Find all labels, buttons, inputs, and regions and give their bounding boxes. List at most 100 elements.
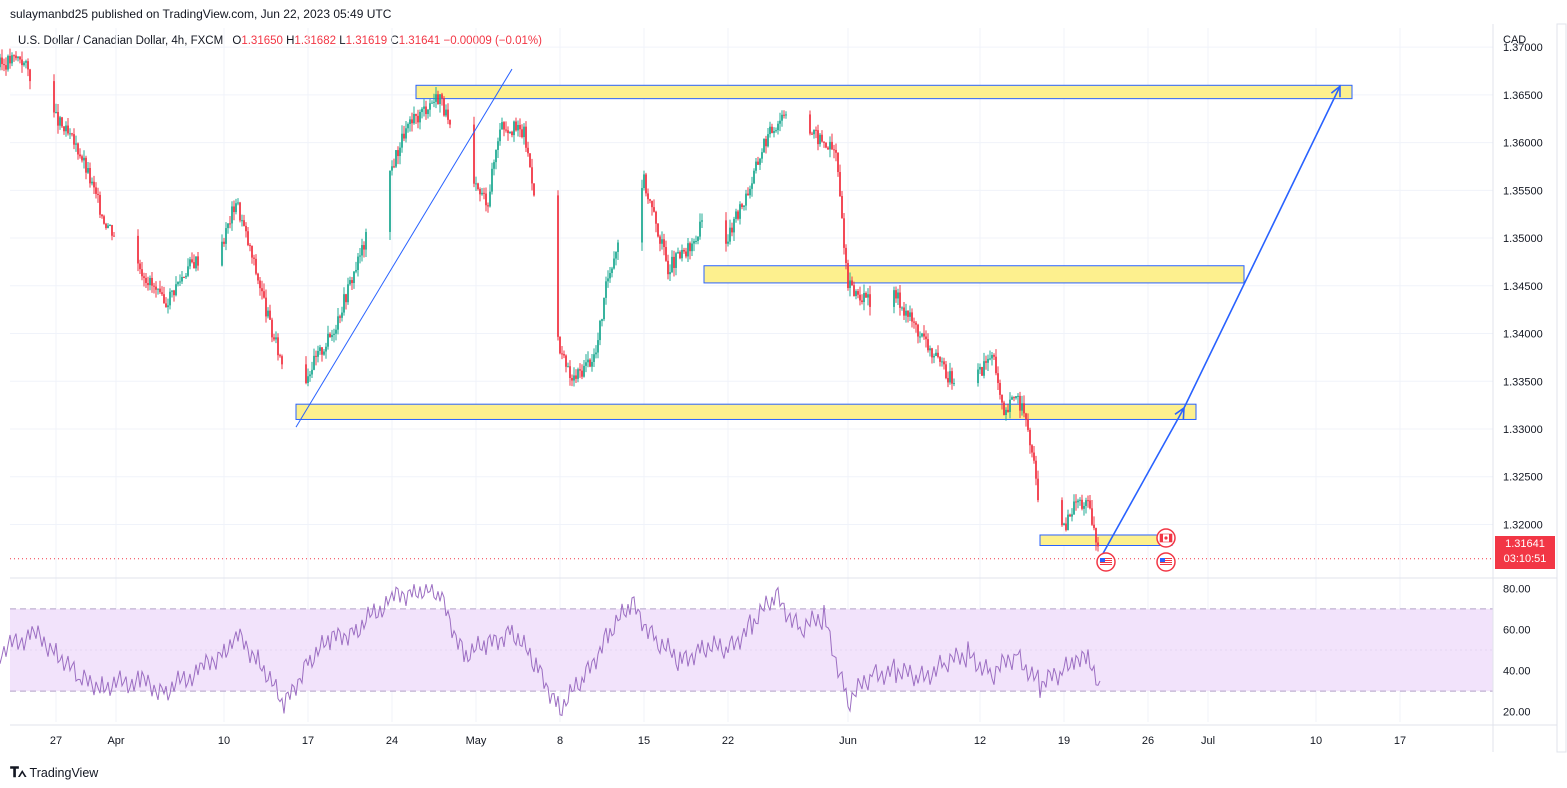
candle-body	[447, 109, 449, 120]
candle-body	[899, 292, 901, 308]
candle-body	[141, 269, 143, 277]
candle-body	[699, 221, 701, 237]
candle-body	[1093, 524, 1095, 529]
candle-body	[313, 355, 315, 370]
candle-body	[841, 196, 843, 219]
close-value: 1.31641	[398, 35, 441, 47]
candle-body	[925, 336, 927, 340]
candle-body	[391, 166, 393, 171]
flag-stripe	[1100, 562, 1112, 563]
candle-body	[895, 290, 897, 299]
candle-body	[917, 324, 919, 337]
candle-body	[511, 131, 513, 136]
candle-body	[689, 243, 691, 252]
candle-body	[665, 247, 667, 261]
candle-body	[773, 131, 775, 133]
canada-flag-icon[interactable]	[1156, 528, 1176, 548]
candle-body	[443, 98, 445, 116]
candle-body	[231, 206, 233, 224]
candle-body	[579, 369, 581, 371]
candle-body	[225, 228, 227, 244]
candle-body	[675, 253, 677, 268]
candle-body	[517, 124, 519, 131]
candle-body	[101, 214, 103, 217]
candle-body	[499, 129, 501, 142]
candle-body	[343, 294, 345, 313]
candle-body	[729, 227, 731, 242]
candle-body	[185, 275, 187, 278]
candle-body	[777, 123, 779, 131]
candle-body	[653, 207, 655, 212]
candle-body	[577, 369, 579, 379]
candle-body	[893, 290, 895, 307]
candle-body	[953, 383, 955, 385]
candle-body	[659, 236, 661, 244]
candle-body	[143, 276, 145, 278]
candle-body	[281, 356, 283, 365]
candle-body	[863, 293, 865, 303]
candle-body	[727, 241, 729, 244]
candle-body	[1005, 409, 1007, 416]
candle-body	[679, 252, 681, 259]
candle-body	[493, 162, 495, 169]
tradingview-brand[interactable]: 𝐓∧ TradingView	[10, 764, 98, 781]
candle-body	[769, 126, 771, 135]
candle-body	[351, 280, 353, 284]
candle-body	[235, 203, 237, 213]
candle-body	[561, 353, 563, 355]
candle-body	[999, 382, 1001, 395]
candle-body	[109, 225, 111, 227]
candle-body	[341, 312, 343, 318]
candle-body	[137, 235, 139, 264]
time-tick-label: 10	[1310, 735, 1322, 747]
candle-body	[175, 284, 177, 296]
candle-body	[931, 348, 933, 358]
candle-body	[329, 333, 331, 338]
candle-body	[915, 322, 917, 325]
symbol-name[interactable]: U.S. Dollar / Canadian Dollar, 4h, FXCM	[18, 35, 224, 47]
candle-body	[419, 111, 421, 123]
candle-body	[21, 59, 23, 66]
candle-body	[389, 170, 391, 232]
candle-body	[339, 316, 341, 318]
candle-body	[337, 316, 339, 330]
arrow-head	[1330, 84, 1341, 98]
candle-body	[695, 241, 697, 243]
candle-body	[263, 291, 265, 298]
candle-body	[641, 188, 643, 243]
candle-body	[987, 358, 989, 363]
candle-body	[71, 133, 73, 135]
symbol-legend: U.S. Dollar / Canadian Dollar, 4h, FXCM …	[18, 35, 542, 47]
candle-body	[495, 149, 497, 163]
candle-body	[1095, 528, 1097, 543]
us-flag-icon[interactable]	[1096, 552, 1116, 572]
candle-body	[409, 119, 411, 125]
candle-body	[77, 143, 79, 155]
candle-body	[57, 111, 59, 126]
candle-body	[827, 147, 829, 150]
candle-body	[919, 336, 921, 338]
time-tick-label: Apr	[107, 735, 124, 747]
candle-body	[649, 199, 651, 201]
candle-body	[59, 117, 61, 126]
candle-body	[399, 147, 401, 157]
candle-body	[1027, 419, 1029, 430]
candle-body	[89, 168, 91, 184]
candle-body	[983, 361, 985, 376]
candle-body	[989, 358, 991, 360]
candle-body	[361, 245, 363, 256]
candle-body	[5, 65, 7, 70]
candle-body	[97, 193, 99, 195]
candle-body	[669, 272, 671, 275]
candle-body	[61, 117, 63, 127]
candle-body	[475, 183, 477, 185]
us-flag-icon[interactable]	[1156, 552, 1176, 572]
candle-body	[927, 339, 929, 351]
candle-body	[559, 336, 561, 354]
candle-body	[753, 170, 755, 184]
candle-body	[191, 259, 193, 263]
candle-body	[259, 280, 261, 289]
candle-body	[69, 133, 71, 135]
candle-body	[359, 255, 361, 257]
